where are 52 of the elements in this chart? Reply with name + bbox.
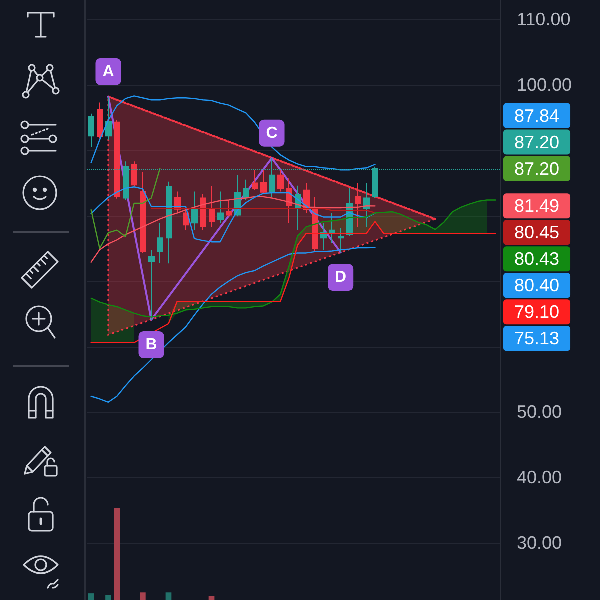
annotation: D: [335, 269, 347, 286]
candlestick: [105, 96, 112, 141]
text: 80.43: [514, 249, 560, 270]
candlestick: [148, 249, 155, 320]
candlestick: [243, 179, 249, 201]
line-series: [90, 196, 376, 263]
y-tick-label: 110.00: [517, 10, 571, 30]
y-tick-label: 40.00: [517, 468, 562, 488]
candlestick: [191, 191, 198, 231]
text: 81.49: [514, 196, 560, 216]
candlestick: [157, 222, 163, 264]
text: 80.45: [514, 222, 560, 243]
candlestick: [226, 200, 232, 218]
annotation: A: [102, 63, 115, 80]
candlestick: [209, 186, 215, 228]
line-series: [90, 200, 496, 318]
candlestick: [114, 120, 120, 200]
candlestick: [200, 194, 206, 231]
bar: [106, 595, 112, 600]
candlestick: [183, 208, 189, 231]
candlestick: [252, 170, 258, 191]
y-tick-label: 50.00: [517, 402, 562, 422]
line-series: [90, 186, 376, 243]
text: 87.20: [514, 158, 560, 179]
bar: [88, 594, 94, 600]
y-tick-label: 30.00: [517, 533, 562, 554]
text: 79.10: [514, 302, 560, 322]
candlestick: [260, 170, 267, 194]
candlestick: [166, 181, 172, 264]
line-series: [90, 247, 376, 403]
candlestick: [363, 182, 370, 228]
candlestick: [329, 212, 335, 244]
bar: [114, 508, 120, 600]
text: 75.13: [514, 328, 560, 349]
text: 80.40: [514, 276, 560, 296]
y-tick-label: 100.00: [517, 75, 572, 96]
bar: [208, 596, 215, 600]
bar: [140, 592, 146, 600]
candlestick: [140, 172, 146, 254]
candlestick: [217, 191, 224, 224]
annotation: B: [146, 336, 158, 354]
line-series: [90, 168, 161, 250]
candlestick: [131, 161, 137, 187]
line-series: [90, 96, 376, 171]
candlestick: [277, 170, 284, 192]
candlestick: [88, 113, 94, 148]
text: 87.84: [514, 106, 560, 126]
candlestick: [338, 228, 344, 254]
ref-line-label: 87.20: [514, 132, 560, 152]
bar: [166, 592, 172, 600]
candlestick: [97, 102, 103, 140]
annotation: C: [266, 124, 278, 142]
